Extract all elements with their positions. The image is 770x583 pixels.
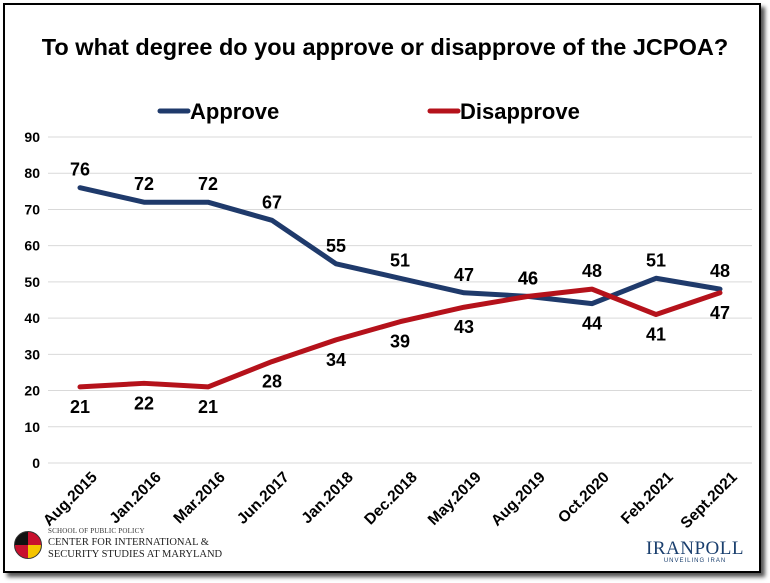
x-tick-label: Mar.2016	[170, 469, 229, 528]
x-tick-label: Dec.2018	[361, 469, 421, 529]
logo-left-line1: SCHOOL OF PUBLIC POLICY	[48, 527, 145, 535]
iranpoll-logo: IRANPOLL UNVEILING IRAN	[640, 538, 750, 568]
x-tick-label: Aug.2019	[488, 469, 549, 530]
data-label: 47	[710, 303, 730, 323]
data-label: 72	[134, 174, 154, 194]
iranpoll-logo-name: IRANPOLL	[646, 538, 744, 559]
y-tick-label: 0	[32, 455, 40, 471]
cissm-logo: SCHOOL OF PUBLIC POLICY CENTER FOR INTER…	[14, 527, 244, 565]
data-label: 67	[262, 192, 282, 212]
data-label: 46	[518, 268, 538, 288]
x-tick-label: Jun.2017	[234, 469, 293, 528]
data-label: 72	[198, 174, 218, 194]
y-tick-label: 10	[24, 419, 40, 435]
data-label: 43	[454, 317, 474, 337]
data-label: 51	[390, 250, 410, 270]
data-label: 51	[646, 250, 666, 270]
data-label: 76	[70, 160, 90, 180]
data-label: 46	[518, 268, 538, 288]
x-tick-label: Sept.2021	[678, 469, 741, 532]
data-label: 21	[70, 397, 90, 417]
legend-label: Approve	[190, 99, 279, 124]
y-tick-label: 60	[24, 238, 40, 254]
y-tick-label: 70	[24, 201, 40, 217]
y-tick-label: 80	[24, 165, 40, 181]
university-seal-icon	[14, 531, 42, 559]
x-tick-label: Jan.2018	[298, 469, 357, 528]
series-line-disapprove	[77, 286, 723, 390]
x-tick-label: May.2019	[425, 469, 485, 529]
y-tick-label: 20	[24, 383, 40, 399]
logo-left-line2: CENTER FOR INTERNATIONAL &	[48, 537, 209, 548]
data-label: 41	[646, 324, 666, 344]
data-label: 55	[326, 236, 346, 256]
legend-label: Disapprove	[460, 99, 580, 124]
y-tick-label: 90	[24, 129, 40, 145]
x-tick-label: Aug.2015	[40, 469, 101, 530]
data-label: 22	[134, 393, 154, 413]
y-tick-label: 40	[24, 310, 40, 326]
data-label: 28	[262, 372, 282, 392]
y-tick-label: 50	[24, 274, 40, 290]
data-label: 44	[582, 314, 602, 334]
data-label: 21	[198, 397, 218, 417]
x-tick-label: Feb.2021	[618, 469, 677, 528]
x-tick-label: Jan.2016	[106, 469, 165, 528]
data-label: 48	[582, 261, 602, 281]
logo-left-line3: SECURITY STUDIES AT MARYLAND	[48, 549, 223, 560]
y-tick-label: 30	[24, 346, 40, 362]
iranpoll-logo-tagline: UNVEILING IRAN	[663, 558, 727, 564]
chart-title: To what degree do you approve or disappr…	[41, 34, 729, 60]
data-label: 48	[710, 261, 730, 281]
data-label: 47	[454, 265, 474, 285]
x-tick-label: Oct.2020	[555, 469, 613, 527]
data-label: 39	[390, 332, 410, 352]
data-label: 34	[326, 350, 346, 370]
